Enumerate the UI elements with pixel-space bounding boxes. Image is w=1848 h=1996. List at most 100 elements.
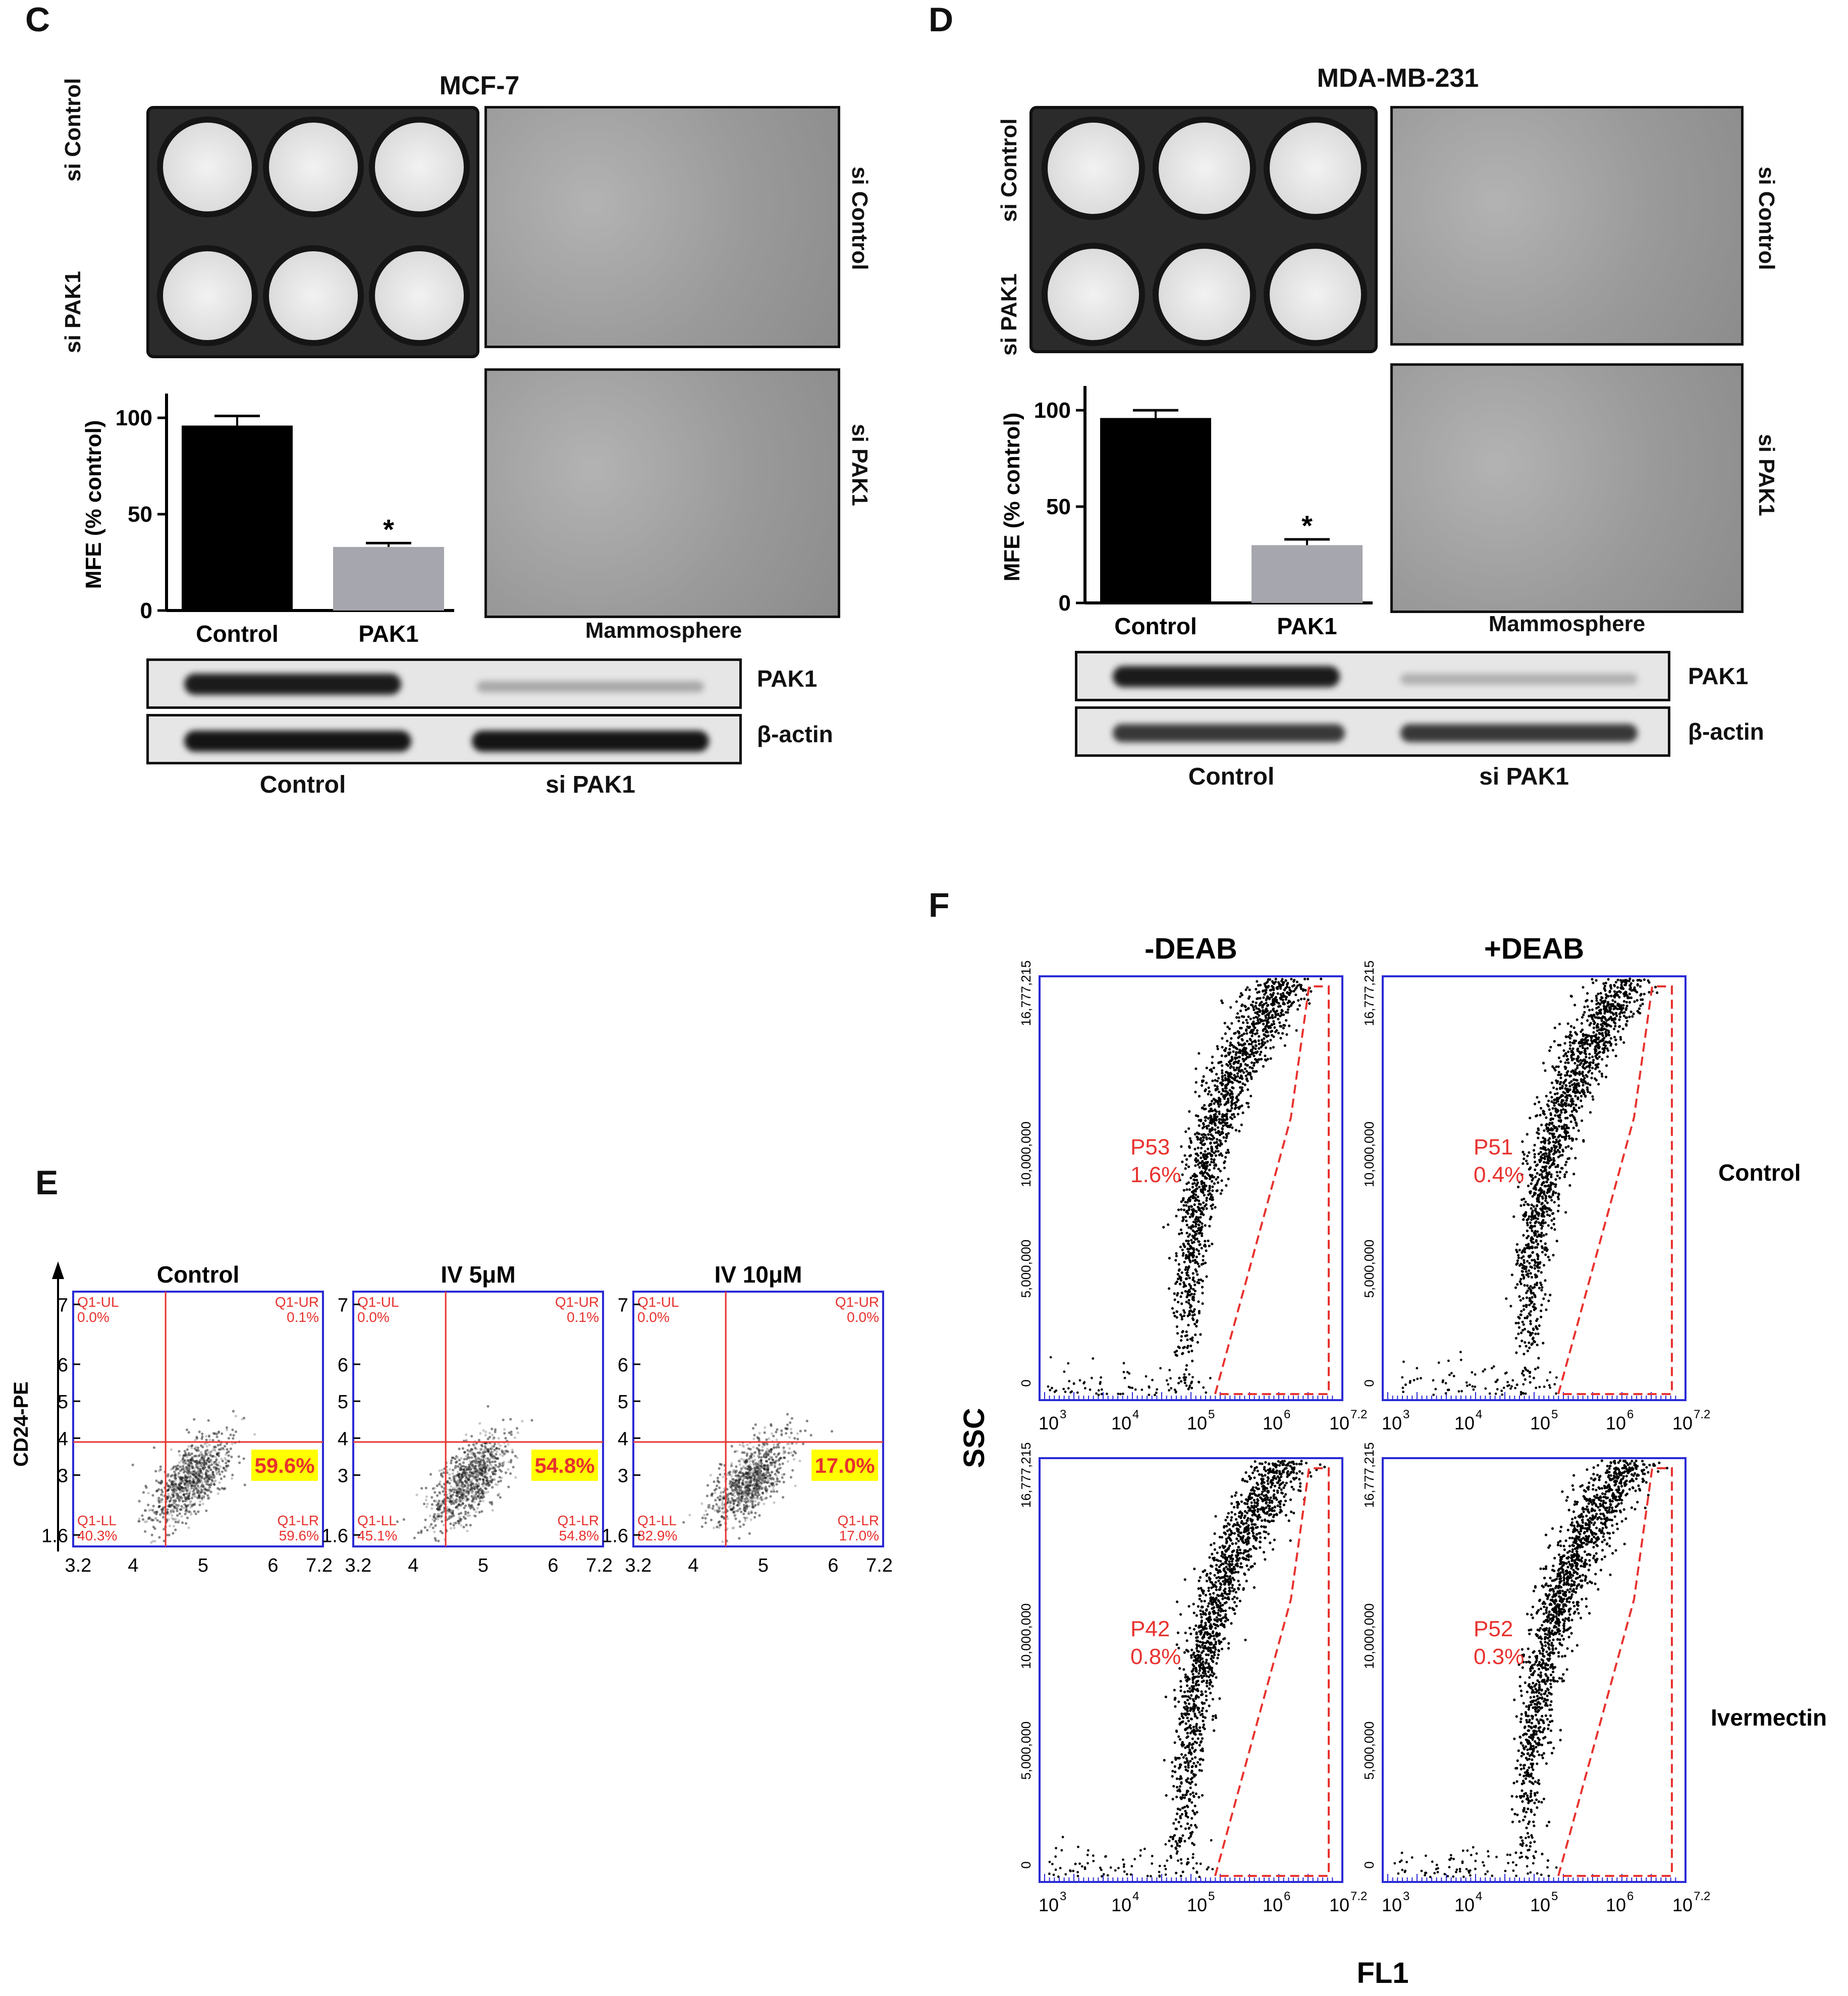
panel-e-event-dot	[774, 1464, 777, 1467]
panel-f-event-dot	[1223, 1022, 1226, 1025]
panel-f-event-dot	[1239, 1051, 1242, 1055]
panel-e-event-dot	[424, 1486, 428, 1489]
panel-d-xtick-label: PAK1	[1277, 613, 1337, 639]
panel-e-event-dot	[738, 1463, 741, 1466]
panel-e-event-dot	[783, 1451, 786, 1454]
panel-e-event-dot	[759, 1459, 763, 1462]
panel-f-event-dot	[1260, 1019, 1263, 1022]
panel-f-event-dot	[1554, 1092, 1557, 1095]
panel-e-event-dot	[221, 1432, 224, 1435]
panel-f-event-dot	[1072, 1382, 1075, 1385]
panel-e-event-dot	[176, 1464, 180, 1467]
panel-e-event-dot	[499, 1496, 502, 1499]
panel-f-xlabel: FL1	[1356, 1957, 1408, 1989]
panel-f-event-dot	[1193, 1203, 1196, 1206]
panel-d-lane-control: Control	[1188, 763, 1275, 790]
panel-e-event-dot	[460, 1473, 464, 1476]
panel-e-event-dot	[231, 1473, 234, 1476]
panel-e-event-dot	[457, 1504, 460, 1507]
panel-e-event-dot	[788, 1436, 791, 1439]
panel-e-event-dot	[471, 1487, 474, 1490]
panel-f-event-dot	[1259, 983, 1262, 986]
panel-f-event-dot	[1648, 991, 1651, 994]
panel-e-quadrant-ll: 40.3%	[77, 1528, 117, 1543]
panel-e-event-dot	[432, 1515, 436, 1518]
panel-e-event-dot	[183, 1482, 186, 1485]
panel-e-event-dot	[747, 1490, 750, 1493]
panel-e-event-dot	[749, 1496, 752, 1499]
panel-f-event-dot	[1265, 1002, 1268, 1005]
panel-f-event-dot	[1529, 1381, 1532, 1384]
panel-e-event-dot	[181, 1500, 184, 1503]
panel-e-event-dot	[205, 1509, 208, 1512]
panel-f-event-dot	[1168, 1369, 1171, 1371]
panel-f-event-dot	[1181, 1160, 1184, 1163]
panel-e-event-dot	[441, 1469, 444, 1472]
panel-f-event-dot	[1162, 1226, 1165, 1229]
panel-f-event-dot	[1261, 1042, 1264, 1045]
panel-f-event-dot	[1198, 1161, 1201, 1165]
panel-f-event-dot	[1201, 1185, 1204, 1188]
panel-e-event-dot	[509, 1418, 512, 1421]
panel-f-event-dot	[1188, 1110, 1191, 1113]
panel-e-event-dot	[227, 1437, 230, 1440]
panel-e-event-dot	[183, 1493, 186, 1496]
panel-f-event-dot	[1154, 1394, 1156, 1397]
panel-e-event-dot	[462, 1468, 465, 1471]
panel-e-event-dot	[713, 1526, 716, 1529]
panel-e-event-dot	[423, 1526, 426, 1529]
panel-f-event-dot	[1205, 1207, 1208, 1210]
panel-f-event-dot	[1557, 1204, 1560, 1207]
panel-e-event-dot	[711, 1493, 714, 1496]
panel-e-event-dot	[743, 1507, 746, 1510]
panel-e-event-dot	[713, 1488, 716, 1491]
panel-f-event-dot	[1245, 1029, 1248, 1032]
panel-e-xtick-label: 3.2	[625, 1555, 651, 1576]
panel-f-event-dot	[1277, 1002, 1280, 1005]
panel-e-event-dot	[465, 1438, 468, 1441]
panel-e-event-dot	[491, 1486, 494, 1489]
panel-e-event-dot	[485, 1478, 488, 1482]
panel-e-event-dot	[202, 1485, 205, 1488]
panel-f-event-dot	[1254, 1032, 1257, 1035]
panel-f-event-dot	[1209, 1142, 1212, 1145]
panel-f-event-dot	[1552, 1190, 1555, 1193]
panel-f-event-dot	[1269, 1030, 1272, 1033]
panel-f-event-dot	[1178, 1233, 1181, 1236]
panel-f-event-dot	[1221, 1045, 1224, 1049]
panel-f-event-dot	[1195, 1324, 1198, 1328]
panel-f-event-dot	[1211, 1207, 1214, 1210]
panel-f-event-dot	[1570, 1147, 1573, 1150]
panel-f-event-dot	[1064, 1391, 1067, 1393]
panel-f-event-dot	[1258, 1004, 1261, 1007]
panel-f-event-dot	[1271, 980, 1274, 983]
panel-f-event-dot	[1276, 986, 1279, 989]
panel-e-event-dot	[182, 1465, 185, 1468]
panel-e-event-dot	[752, 1469, 755, 1472]
panel-e-event-dot	[791, 1454, 794, 1457]
panel-e-event-dot	[211, 1473, 214, 1476]
panel-e-event-dot	[467, 1503, 471, 1506]
panel-f-event-dot	[1251, 1034, 1254, 1037]
panel-e-event-dot	[470, 1491, 473, 1494]
panel-c-letter: C	[25, 1, 50, 39]
panel-e-event-dot	[441, 1520, 444, 1523]
panel-e-event-dot	[744, 1519, 747, 1522]
panel-e-event-dot	[772, 1488, 775, 1491]
panel-e-event-dot	[436, 1508, 439, 1511]
panel-e-event-dot	[174, 1518, 177, 1521]
panel-f-event-dot	[1201, 1292, 1204, 1295]
panel-f-event-dot	[1209, 1069, 1212, 1072]
panel-f-event-dot	[1175, 1252, 1178, 1255]
panel-e-event-dot	[168, 1524, 172, 1527]
panel-f-event-dot	[1199, 1141, 1202, 1144]
panel-f-event-dot	[1208, 1110, 1211, 1113]
panel-f-event-dot	[1181, 1330, 1184, 1333]
panel-c-xtick-label: Control	[196, 621, 279, 647]
panel-f-event-dot	[1190, 1205, 1193, 1208]
panel-e-event-dot	[479, 1432, 482, 1435]
panel-e-event-dot	[514, 1476, 517, 1479]
panel-e-event-dot	[789, 1421, 792, 1424]
panel-f-event-dot	[1084, 1387, 1086, 1390]
panel-f-event-dot	[1541, 1251, 1544, 1254]
